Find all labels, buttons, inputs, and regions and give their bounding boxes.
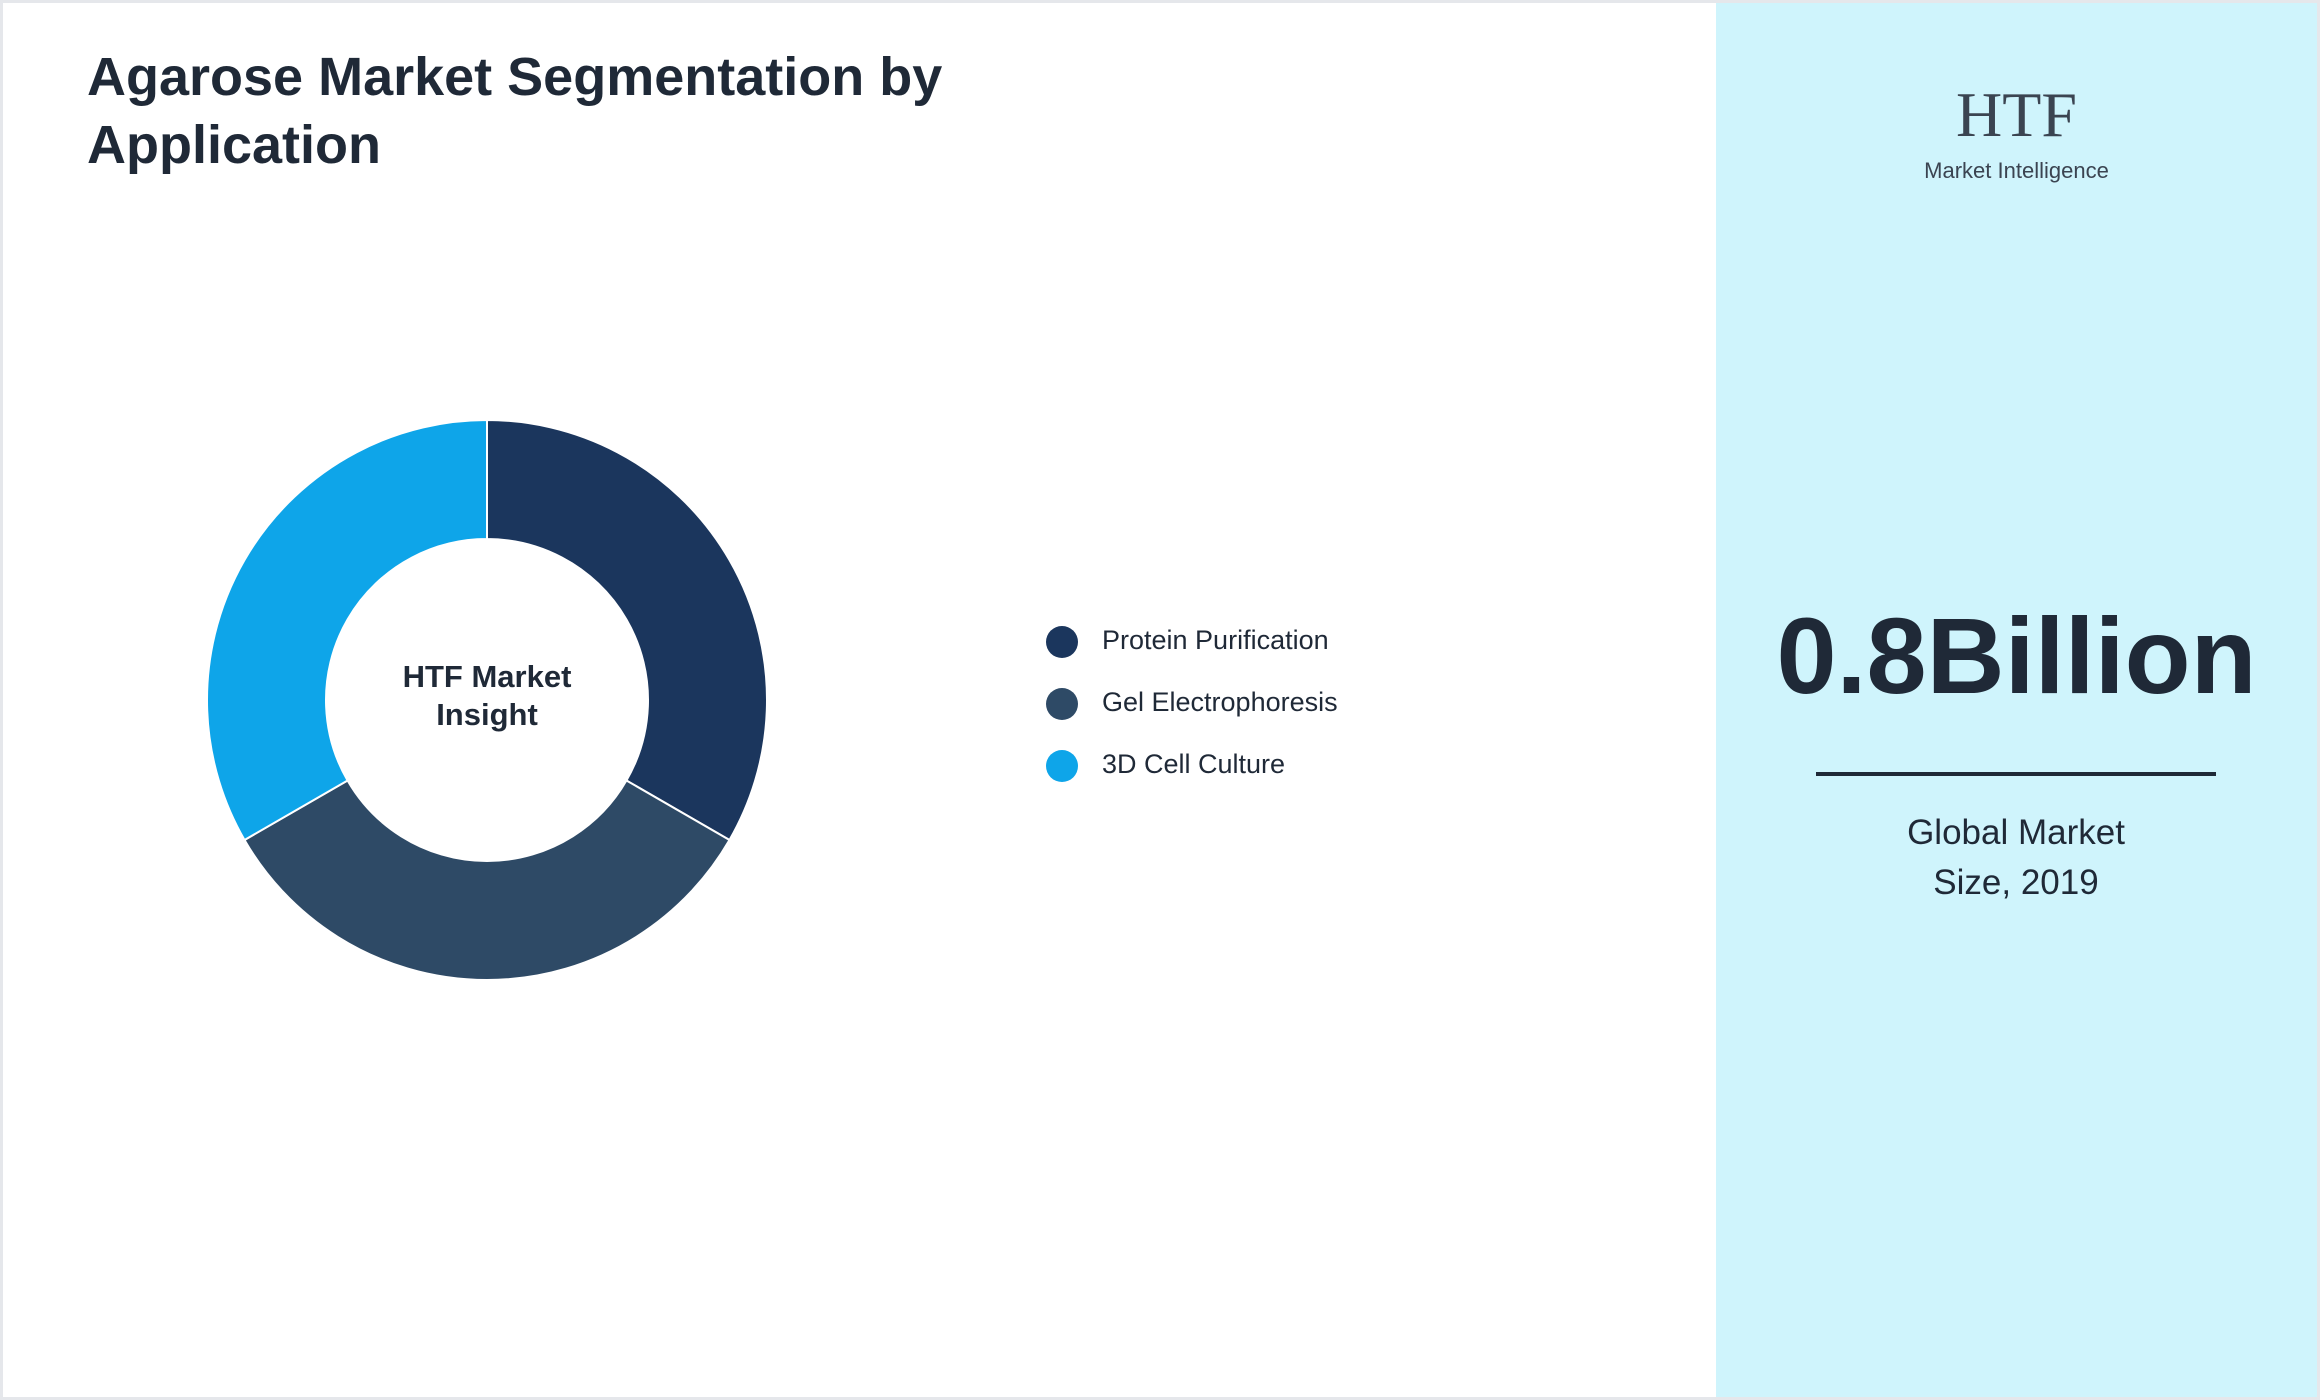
donut-segment	[243, 779, 731, 981]
market-caption: Global Market Size, 2019	[1907, 813, 2125, 902]
chart: Protein Purification Gel Electrophoresis 3…	[206, 418, 1338, 981]
legend-marker	[1046, 626, 1078, 658]
divider	[1816, 772, 2216, 776]
logo-subtitle: Market Intelligence	[1924, 158, 2109, 183]
legend-marker	[1046, 750, 1078, 782]
logo: HTF	[1956, 79, 2077, 150]
chart-title: Agarose Market Segmentation by Applicati…	[87, 47, 943, 175]
center-label: HTF Market Insight	[402, 659, 572, 732]
legend-label: Gel Electrophoresis	[1102, 687, 1338, 717]
donut-segment	[486, 418, 768, 842]
legend-label: Protein Purification	[1102, 625, 1329, 655]
legend-label: 3D Cell Culture	[1102, 749, 1285, 779]
market-value: 0.8Billion	[1776, 595, 2257, 716]
side-panel: HTF Market Intelligence 0.8Billion Globa…	[1716, 3, 2317, 1397]
donut-segment	[206, 418, 488, 842]
legend-marker	[1046, 688, 1078, 720]
